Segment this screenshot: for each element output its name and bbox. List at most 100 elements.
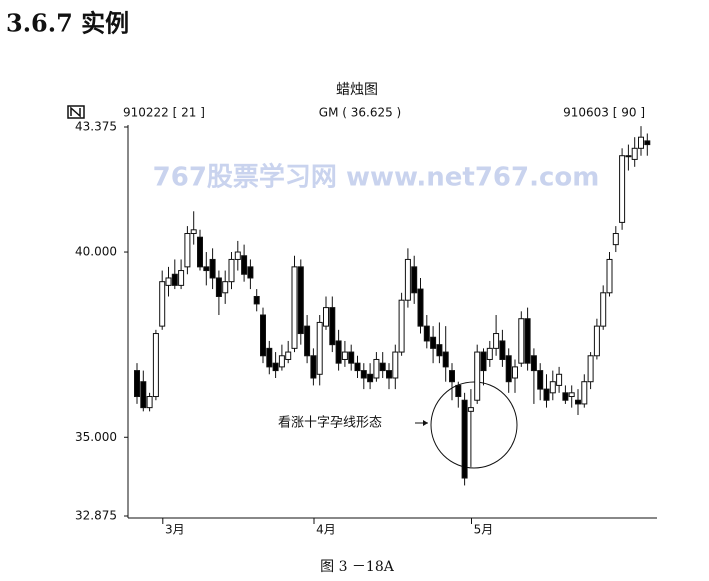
- candle-body: [417, 288, 424, 327]
- candle-body: [423, 325, 430, 342]
- candle-body: [568, 392, 575, 398]
- candle-body: [480, 351, 487, 372]
- chart-title: 蜡烛图: [336, 82, 378, 98]
- candle-body: [404, 258, 411, 301]
- candle-body: [386, 370, 392, 379]
- header-left: 910222 [ 21 ]: [123, 106, 205, 120]
- y-tick-label: 43.375: [75, 120, 117, 134]
- candle-body: [518, 318, 525, 364]
- candle-body: [505, 355, 512, 383]
- candle-body: [253, 295, 260, 305]
- logo-mark: [70, 106, 81, 118]
- candle-body: [335, 340, 342, 364]
- header-center: GM ( 36.625 ): [319, 106, 401, 120]
- candle-body: [638, 136, 644, 149]
- candle-body: [272, 362, 279, 372]
- arrow-head: [423, 420, 428, 426]
- candle-body: [197, 236, 203, 268]
- candle-body: [631, 147, 638, 160]
- candle-body: [537, 370, 544, 390]
- candle-body: [260, 314, 266, 357]
- candle-body: [140, 381, 147, 409]
- candle-body: [455, 384, 462, 398]
- candle-body: [593, 325, 600, 357]
- candle-body: [215, 277, 222, 297]
- y-tick-label: 32.875: [75, 509, 117, 523]
- candle-body: [234, 251, 241, 260]
- candle-body: [600, 292, 607, 327]
- annotation: 看涨十字孕线形态: [278, 415, 382, 431]
- candle-body: [329, 307, 336, 346]
- candle-body: [644, 140, 651, 146]
- candle-body: [392, 351, 399, 379]
- candle-body: [323, 307, 329, 327]
- x-tick-label: 5月: [474, 523, 494, 537]
- x-tick-label: 3月: [165, 523, 185, 537]
- candle-body: [524, 318, 531, 364]
- candle-body: [549, 381, 556, 394]
- candle-body: [449, 370, 455, 383]
- candle-body: [222, 281, 229, 294]
- heading: 3.6.7 实例: [6, 9, 129, 38]
- candle-body: [562, 392, 569, 401]
- candle-body: [316, 321, 323, 375]
- candle-body: [266, 347, 273, 368]
- candle-body: [367, 373, 374, 383]
- candle-body: [530, 355, 537, 372]
- candle-body: [291, 266, 298, 349]
- candle-body: [310, 355, 317, 379]
- candle-body: [165, 277, 172, 286]
- candle-body: [354, 362, 361, 372]
- candle-body: [442, 351, 449, 368]
- candle-body: [612, 233, 619, 246]
- candle-body: [461, 399, 468, 479]
- candle-body: [348, 351, 355, 364]
- candle-body: [398, 299, 405, 353]
- candle-body: [304, 325, 311, 357]
- candle-body: [581, 381, 588, 405]
- candle-body: [297, 266, 304, 335]
- candle-body: [556, 373, 563, 386]
- x-tick-label: 4月: [316, 523, 336, 537]
- candle-body: [178, 270, 185, 286]
- candle-body: [190, 229, 197, 235]
- candle-body: [146, 396, 153, 409]
- candle-body: [499, 340, 506, 360]
- candle-body: [152, 333, 159, 398]
- candle-body: [411, 266, 418, 294]
- candle-body: [241, 255, 248, 275]
- candle-body: [625, 155, 632, 158]
- candle-body: [373, 358, 380, 379]
- candle-body: [228, 258, 235, 283]
- candle-body: [493, 333, 500, 349]
- candle-body: [467, 407, 474, 412]
- candle-body: [278, 355, 285, 368]
- candle-body: [159, 281, 166, 327]
- y-tick-label: 35.000: [75, 430, 117, 444]
- caption: 图 3 －18A: [320, 559, 395, 575]
- y-tick-label: 40.000: [75, 245, 117, 259]
- candle-body: [619, 155, 626, 223]
- logo-box: [67, 105, 85, 119]
- candle-body: [587, 355, 594, 383]
- candle-body: [341, 351, 348, 360]
- candle-body: [575, 399, 581, 405]
- candle-body: [247, 266, 254, 279]
- candle-body: [209, 258, 216, 279]
- watermark: 767股票学习网 www.net767.com: [153, 162, 600, 193]
- header-right: 910603 [ 90 ]: [563, 106, 645, 120]
- candle-body: [436, 344, 443, 357]
- candle-body: [134, 370, 140, 398]
- candle-body: [184, 233, 191, 268]
- candle-body: [360, 370, 367, 379]
- candle-body: [543, 388, 550, 401]
- candle-body: [203, 266, 210, 272]
- highlight-circle: [430, 381, 518, 469]
- candle-body: [486, 347, 493, 360]
- candle-body: [285, 351, 292, 360]
- candle-body: [171, 273, 178, 286]
- candle-body: [606, 258, 613, 294]
- candle-body: [474, 351, 481, 401]
- candle-body: [379, 362, 386, 372]
